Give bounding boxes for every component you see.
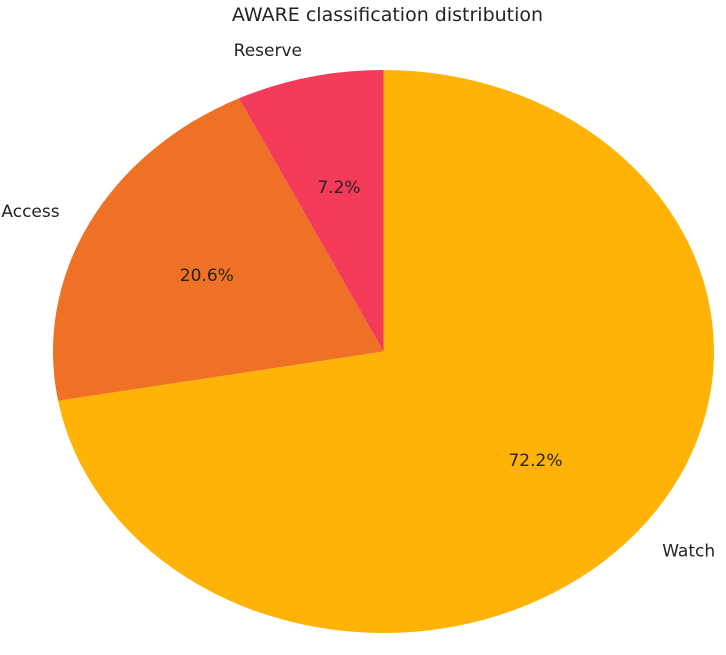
pie-slice-watch [58,70,714,633]
slice-label-watch: Watch [662,542,715,562]
slice-label-access: Access [1,202,59,222]
pct-label-access: 20.6% [180,266,234,286]
pct-label-reserve: 7.2% [317,178,360,198]
pie-labels-group: 72.2% Watch 20.6% Access 7.2% Reserve [1,41,715,562]
pie-slice-reserve [239,69,384,352]
pie-slices-group [52,69,714,633]
chart-title: AWARE classification distribution [232,4,543,26]
slice-label-reserve: Reserve [234,41,302,61]
pct-label-watch: 72.2% [508,451,562,471]
pie-slice-access [52,98,384,401]
